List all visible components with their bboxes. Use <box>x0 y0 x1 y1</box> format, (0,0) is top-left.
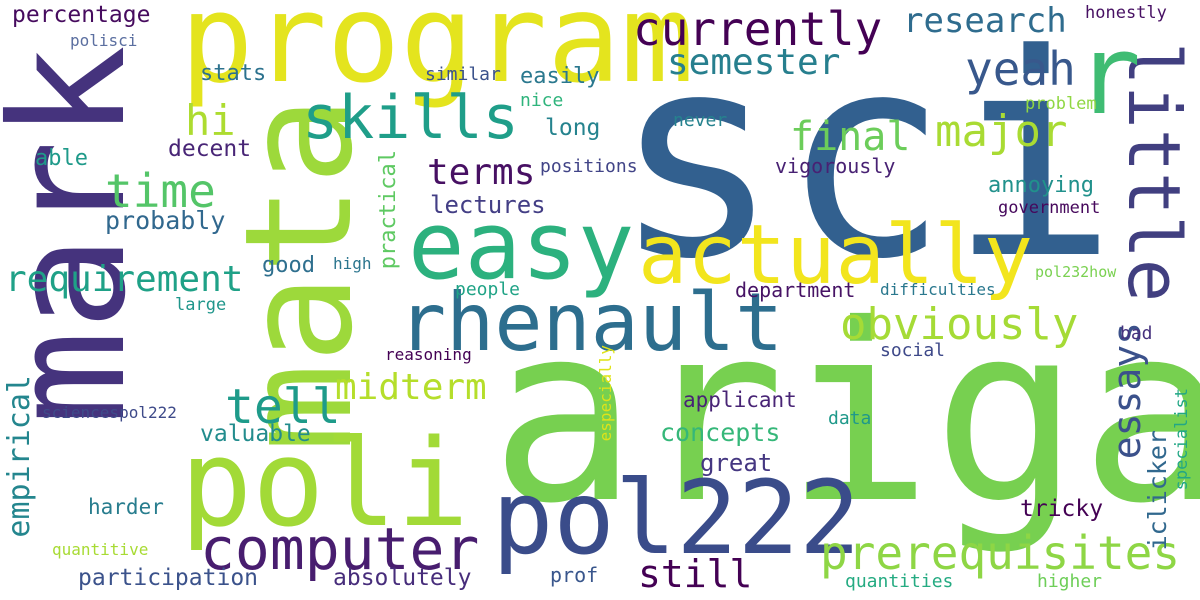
word-tricky: tricky <box>1020 496 1104 522</box>
word-applicant: applicant <box>683 388 797 412</box>
word-terms: terms <box>427 152 536 193</box>
word-mark: mark <box>0 45 161 426</box>
word-quantities: quantities <box>845 571 954 592</box>
word-data: data <box>828 408 872 429</box>
word-harder: harder <box>88 495 164 519</box>
word-practical: practical <box>376 150 401 270</box>
word-prerequisites: prerequisites <box>820 526 1181 580</box>
word-hi: hi <box>185 96 236 145</box>
word-social: social <box>880 340 946 361</box>
word-annoying: annoying <box>988 173 1094 198</box>
word-little: little <box>1112 42 1196 303</box>
word-valuable: valuable <box>200 421 311 447</box>
word-sciencespol222: sciencespol222 <box>42 403 177 422</box>
word-pol232how: pol232how <box>1035 263 1117 281</box>
word-currently: currently <box>633 2 883 56</box>
word-prof: prof <box>550 563 599 587</box>
word-percentage: percentage <box>12 2 151 28</box>
word-difficulties: difficulties <box>880 280 996 299</box>
word-computer: computer <box>200 515 480 583</box>
word-problem: problem <box>1025 94 1097 114</box>
word-high: high <box>333 254 372 273</box>
word-department: department <box>735 278 856 302</box>
word-requirement: requirement <box>5 259 244 300</box>
word-vigorously: vigorously <box>775 154 896 178</box>
word-final: final <box>790 114 911 160</box>
word-research: research <box>903 1 1067 41</box>
word-rhenault: rhenault <box>398 276 784 369</box>
word-higher: higher <box>1037 571 1103 592</box>
word-good: good <box>262 253 315 278</box>
word-semester: semester <box>667 42 841 83</box>
word-sci: sci <box>612 0 1118 321</box>
word-yeah: yeah <box>965 42 1076 96</box>
word-positions: positions <box>540 156 638 177</box>
word-easy: easy <box>408 192 635 301</box>
word-obviously: obviously <box>840 299 1079 350</box>
word-lectures: lectures <box>430 191 546 219</box>
word-probably: probably <box>105 206 226 235</box>
word-honestly: honestly <box>1085 3 1167 23</box>
word-poli: poli <box>180 415 469 554</box>
word-iclicker: iclicker <box>1143 430 1172 551</box>
word-concepts: concepts <box>660 418 781 447</box>
word-midterm: midterm <box>335 367 487 408</box>
word-easily: easily <box>520 64 600 89</box>
word-similar: similar <box>425 64 501 85</box>
word-bad: bad <box>1120 323 1153 344</box>
word-people: people <box>455 279 521 300</box>
word-nice: nice <box>520 90 564 111</box>
word-ariga: ariga <box>490 272 1200 557</box>
word-program: program <box>180 0 695 110</box>
word-able: able <box>35 146 88 171</box>
word-great: great <box>700 449 773 477</box>
word-absolutely: absolutely <box>333 565 472 591</box>
word-r: r <box>1075 11 1142 139</box>
word-decent: decent <box>168 136 252 162</box>
word-still: still <box>638 552 753 596</box>
word-skills: skills <box>302 83 519 153</box>
word-empirical: empirical <box>2 375 37 538</box>
word-government: government <box>998 198 1101 218</box>
word-specialist: specialist <box>1172 388 1192 491</box>
word-polisci: polisci <box>70 31 138 50</box>
word-reasoning: reasoning <box>385 345 472 364</box>
word-long: long <box>545 115 601 141</box>
word-actually: actually <box>638 208 1033 303</box>
word-time: time <box>105 164 216 218</box>
word-quantitive: quantitive <box>52 540 149 559</box>
word-especially: especially <box>596 345 615 442</box>
word-participation: participation <box>78 565 259 591</box>
word-never: never <box>673 110 728 131</box>
word-large: large <box>175 295 227 315</box>
word-pol222: pol222 <box>492 459 861 578</box>
word-tell: tell <box>225 379 341 435</box>
word-stats: stats <box>200 61 267 86</box>
word-major: major <box>935 106 1068 157</box>
